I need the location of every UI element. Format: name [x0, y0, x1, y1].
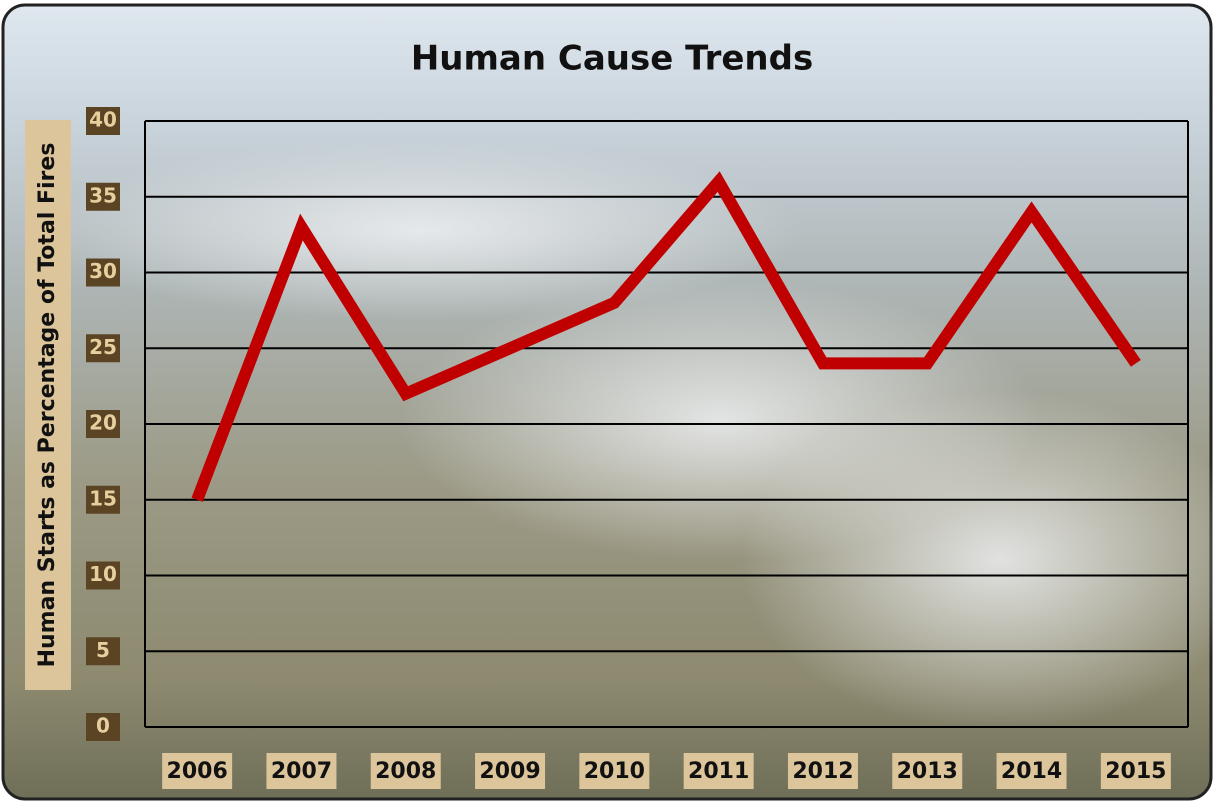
x-tick-label: 2013	[897, 759, 958, 784]
smoke	[40, 140, 800, 320]
x-tick-label: 2010	[584, 759, 645, 784]
chart-title: Human Cause Trends	[411, 39, 813, 79]
y-tick-label: 15	[89, 486, 117, 510]
x-tick-label: 2008	[375, 759, 436, 784]
y-tick-label: 10	[89, 562, 117, 586]
x-tick-label: 2012	[792, 759, 853, 784]
y-tick-label: 0	[96, 714, 110, 738]
y-tick-label: 35	[89, 183, 117, 207]
y-tick-label: 5	[96, 638, 110, 662]
x-tick-label: 2014	[1001, 759, 1062, 784]
y-tick-label: 25	[89, 335, 117, 359]
x-tick-label: 2015	[1105, 759, 1166, 784]
chart: Human Cause Trends Human Starts as Perce…	[0, 0, 1215, 803]
x-tick-label: 2006	[167, 759, 228, 784]
x-tick-label: 2009	[479, 759, 540, 784]
x-tick-label: 2007	[271, 759, 332, 784]
y-axis-label: Human Starts as Percentage of Total Fire…	[35, 143, 60, 668]
y-tick-label: 20	[89, 411, 117, 435]
y-tick-label: 40	[89, 108, 117, 132]
x-tick-label: 2011	[688, 759, 749, 784]
y-tick-label: 30	[89, 259, 117, 283]
